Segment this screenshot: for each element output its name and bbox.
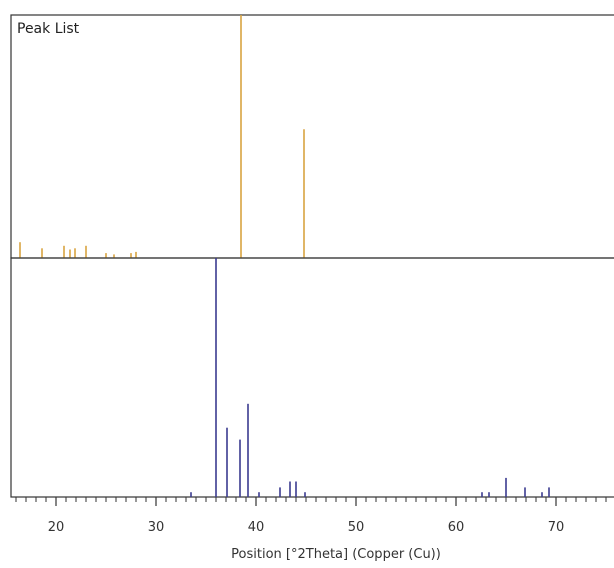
reference-peaks — [190, 258, 550, 497]
peak-list-title: Peak List — [17, 21, 80, 37]
x-axis: 20 30 40 50 60 70 Position [°2Theta] (Copper … — [15, 497, 607, 562]
peak-list-peaks — [19, 15, 305, 258]
x-tick-labels: 20 30 40 50 60 70 — [48, 520, 565, 535]
x-tick-label: 20 — [48, 520, 65, 535]
x-tick-label: 30 — [148, 520, 165, 535]
x-tick-label: 60 — [448, 520, 465, 535]
x-minor-ticks — [15, 497, 607, 502]
x-major-ticks — [55, 497, 557, 506]
x-tick-label: 50 — [348, 520, 365, 535]
x-axis-title: Position [°2Theta] (Copper (Cu)) — [231, 547, 441, 562]
x-tick-label: 40 — [248, 520, 265, 535]
x-tick-label: 70 — [548, 520, 565, 535]
